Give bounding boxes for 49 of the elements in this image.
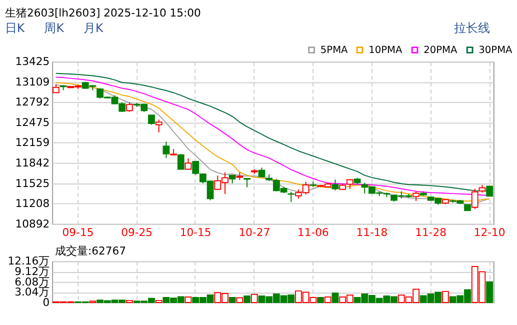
text: 拉长线: [454, 21, 490, 36]
y-tick-label: 13109: [15, 75, 50, 88]
x-tick-label: 09-25: [121, 226, 152, 240]
candlestick: [155, 119, 162, 133]
x-tick-label: 09-15: [62, 226, 94, 240]
y-tick-label: 11208: [15, 197, 50, 210]
candlestick: [177, 153, 184, 170]
legend-label: 10PMA: [368, 44, 402, 56]
candlestick: [412, 190, 420, 202]
y-tick-label: 13425: [15, 55, 50, 68]
text: 成交量:62767: [55, 244, 126, 258]
x-tick-label: 11-18: [356, 226, 388, 240]
candlestick: [486, 185, 493, 197]
x-tick-label: 11-06: [297, 226, 329, 240]
y-tick-label: 11525: [15, 176, 50, 190]
bar: [126, 300, 133, 303]
bar: [244, 296, 250, 303]
legend-label: 30PMA: [478, 44, 513, 56]
bar: [236, 297, 244, 303]
legend-label: 5PMA: [320, 44, 348, 56]
candlestick: [162, 141, 170, 159]
candlestick: [126, 102, 133, 112]
text: 周K: [44, 21, 64, 36]
bar: [155, 300, 162, 303]
bar: [442, 290, 449, 303]
legend-label: 20PMA: [424, 44, 458, 56]
bar: [486, 281, 493, 303]
x-tick-label: 11-28: [415, 226, 447, 240]
x-tick-label: 10-15: [180, 226, 212, 240]
x-tick-label: 10-27: [238, 226, 270, 240]
text: 月K: [84, 21, 104, 36]
candlestick: [148, 114, 155, 126]
y-tick-label: 12159: [15, 136, 50, 150]
x-tick-label: 12-10: [474, 226, 506, 240]
y-tick-label: 11842: [15, 156, 50, 170]
y-tick-label: 10892: [15, 217, 50, 230]
y-tick-label: 12792: [15, 96, 50, 109]
bar: [184, 296, 192, 303]
bar: [317, 297, 324, 303]
bar: [228, 297, 236, 303]
y-tick-label: 6.08万: [14, 275, 50, 288]
y-tick-label: 12475: [15, 116, 50, 129]
bar: [332, 292, 339, 303]
candlestick: [471, 188, 478, 210]
candlestick: [332, 178, 339, 191]
chart-title: 生猪2603[lh2603] 2025-12-10 15:00: [4, 6, 202, 20]
text: 日K: [4, 21, 25, 36]
bar: [250, 294, 258, 303]
bar: [324, 296, 332, 303]
